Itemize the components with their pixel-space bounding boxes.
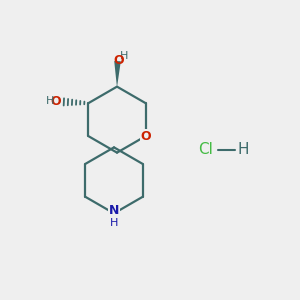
Text: H: H xyxy=(110,218,118,228)
Text: N: N xyxy=(109,205,119,218)
Text: O: O xyxy=(114,54,124,67)
Text: H: H xyxy=(46,96,54,106)
Text: O: O xyxy=(140,130,151,142)
Text: H: H xyxy=(120,51,128,61)
Text: O: O xyxy=(50,95,61,108)
Polygon shape xyxy=(114,61,121,85)
Text: H: H xyxy=(237,142,249,158)
Text: Cl: Cl xyxy=(198,142,213,158)
